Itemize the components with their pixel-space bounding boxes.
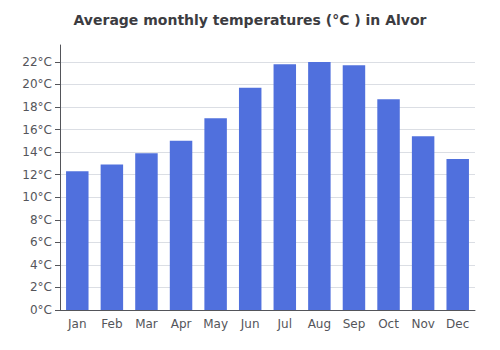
svg-text:20°C: 20°C <box>22 77 52 91</box>
svg-text:4°C: 4°C <box>30 258 52 272</box>
svg-text:10°C: 10°C <box>22 190 52 204</box>
svg-text:0°C: 0°C <box>30 303 52 317</box>
svg-text:Aug: Aug <box>308 317 331 331</box>
svg-text:22°C: 22°C <box>22 55 52 69</box>
svg-text:Mar: Mar <box>135 317 158 331</box>
svg-text:Nov: Nov <box>411 317 434 331</box>
svg-text:May: May <box>203 317 228 331</box>
svg-text:12°C: 12°C <box>22 168 52 182</box>
svg-text:14°C: 14°C <box>22 145 52 159</box>
svg-text:Jul: Jul <box>277 317 292 331</box>
svg-text:8°C: 8°C <box>30 213 52 227</box>
svg-text:6°C: 6°C <box>30 235 52 249</box>
svg-text:Oct: Oct <box>378 317 399 331</box>
svg-text:Jun: Jun <box>240 317 260 331</box>
svg-text:Dec: Dec <box>446 317 469 331</box>
svg-text:18°C: 18°C <box>22 100 52 114</box>
svg-text:Average monthly temperatures (: Average monthly temperatures (°C ) in Al… <box>74 12 427 28</box>
svg-text:16°C: 16°C <box>22 123 52 137</box>
svg-text:Feb: Feb <box>101 317 122 331</box>
svg-text:2°C: 2°C <box>30 280 52 294</box>
svg-text:Jan: Jan <box>67 317 87 331</box>
svg-text:Sep: Sep <box>343 317 366 331</box>
svg-text:Apr: Apr <box>171 317 192 331</box>
